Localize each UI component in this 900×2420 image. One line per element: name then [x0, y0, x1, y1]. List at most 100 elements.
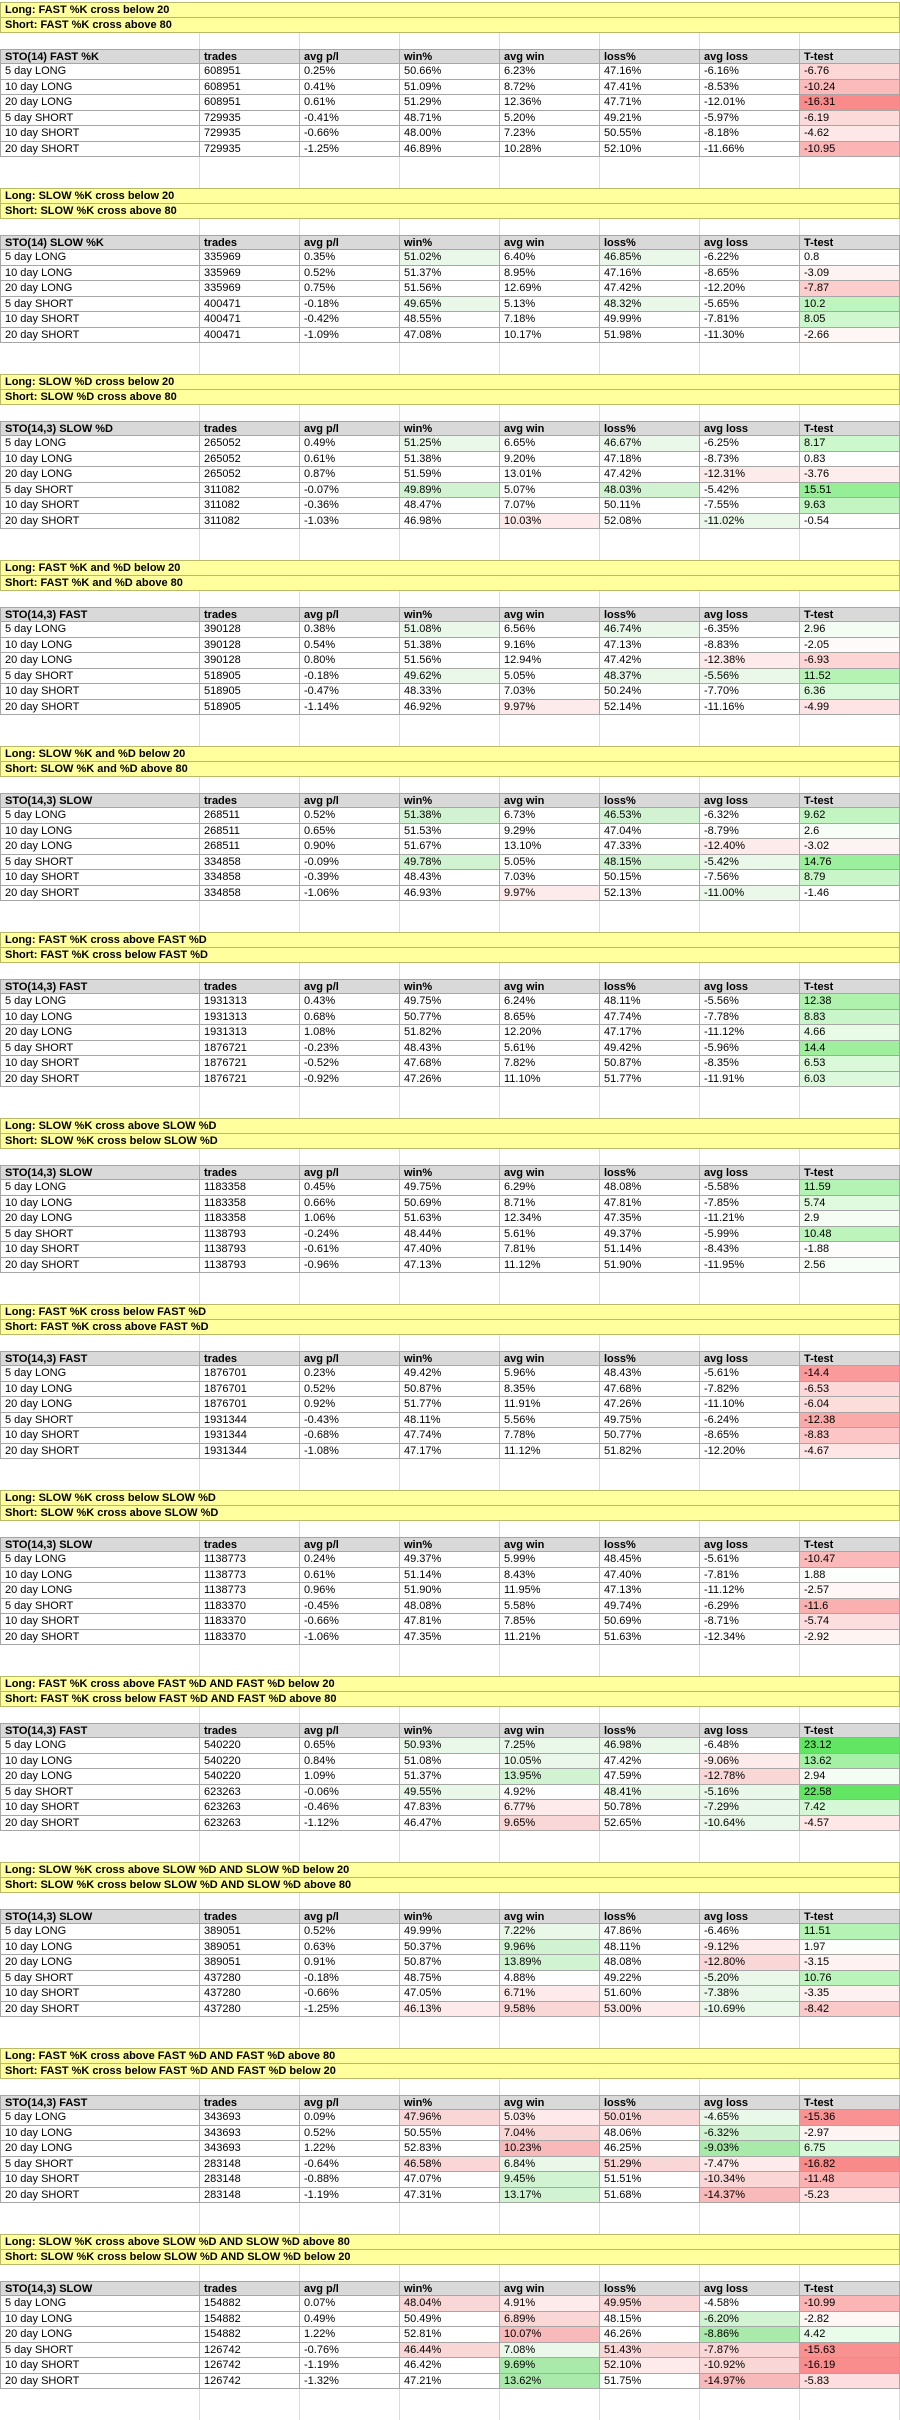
- row-label[interactable]: 10 day SHORT: [0, 126, 200, 142]
- cell-avg-win[interactable]: 8.65%: [500, 1010, 600, 1026]
- cell-t-test[interactable]: 15.51: [800, 483, 900, 499]
- cell-t-test[interactable]: -6.19: [800, 111, 900, 127]
- cell-loss-pct[interactable]: 48.15%: [600, 855, 700, 871]
- cell-avg-loss[interactable]: -8.86%: [700, 2327, 800, 2343]
- cell-loss-pct[interactable]: 50.01%: [600, 2110, 700, 2126]
- column-header-avg-win[interactable]: avg win: [500, 1165, 600, 1181]
- cell-t-test[interactable]: -12.38: [800, 1413, 900, 1429]
- column-header-avg-win[interactable]: avg win: [500, 235, 600, 251]
- cell-avg-win[interactable]: 5.07%: [500, 483, 600, 499]
- cell-t-test[interactable]: 0.83: [800, 452, 900, 468]
- cell-avg-loss[interactable]: -7.81%: [700, 1568, 800, 1584]
- cell-t-test[interactable]: 11.51: [800, 1924, 900, 1940]
- column-header-win-pct[interactable]: win%: [400, 979, 500, 995]
- cell-loss-pct[interactable]: 47.59%: [600, 1769, 700, 1785]
- cell-win-pct[interactable]: 49.89%: [400, 483, 500, 499]
- cell-avg-win[interactable]: 9.16%: [500, 638, 600, 654]
- cell-trades[interactable]: 390128: [200, 638, 300, 654]
- cell-avg-win[interactable]: 6.23%: [500, 64, 600, 80]
- column-header-avg-win[interactable]: avg win: [500, 2281, 600, 2297]
- cell-t-test[interactable]: -6.76: [800, 64, 900, 80]
- cell-trades[interactable]: 623263: [200, 1816, 300, 1832]
- cell-avg-loss[interactable]: -5.61%: [700, 1366, 800, 1382]
- cell-trades[interactable]: 1183370: [200, 1614, 300, 1630]
- cell-avg-win[interactable]: 7.07%: [500, 498, 600, 514]
- cell-trades[interactable]: 343693: [200, 2141, 300, 2157]
- row-label[interactable]: 10 day SHORT: [0, 498, 200, 514]
- strategy-banner-short[interactable]: Short: SLOW %K cross below SLOW %D AND S…: [0, 1878, 900, 1894]
- cell-trades[interactable]: 1183358: [200, 1196, 300, 1212]
- cell-avg-pl[interactable]: -1.03%: [300, 514, 400, 530]
- cell-avg-loss[interactable]: -6.32%: [700, 2126, 800, 2142]
- cell-t-test[interactable]: -3.35: [800, 1986, 900, 2002]
- column-header-t-test[interactable]: T-test: [800, 1909, 900, 1925]
- column-header-win-pct[interactable]: win%: [400, 607, 500, 623]
- cell-avg-loss[interactable]: -8.65%: [700, 1428, 800, 1444]
- cell-avg-loss[interactable]: -12.20%: [700, 1444, 800, 1460]
- row-label[interactable]: 5 day SHORT: [0, 297, 200, 313]
- cell-avg-loss[interactable]: -5.20%: [700, 1971, 800, 1987]
- cell-t-test[interactable]: -4.62: [800, 126, 900, 142]
- cell-avg-loss[interactable]: -7.70%: [700, 684, 800, 700]
- column-header-win-pct[interactable]: win%: [400, 1351, 500, 1367]
- cell-loss-pct[interactable]: 49.21%: [600, 111, 700, 127]
- cell-avg-win[interactable]: 4.91%: [500, 2296, 600, 2312]
- cell-avg-pl[interactable]: 0.63%: [300, 1940, 400, 1956]
- cell-avg-win[interactable]: 5.56%: [500, 1413, 600, 1429]
- cell-t-test[interactable]: -8.42: [800, 2002, 900, 2018]
- cell-loss-pct[interactable]: 48.37%: [600, 669, 700, 685]
- cell-trades[interactable]: 343693: [200, 2126, 300, 2142]
- strategy-banner-short[interactable]: Short: SLOW %K cross below SLOW %D: [0, 1134, 900, 1150]
- cell-t-test[interactable]: -15.63: [800, 2343, 900, 2359]
- cell-avg-win[interactable]: 4.88%: [500, 1971, 600, 1987]
- cell-trades[interactable]: 1876701: [200, 1397, 300, 1413]
- row-label[interactable]: 10 day LONG: [0, 1754, 200, 1770]
- cell-loss-pct[interactable]: 47.35%: [600, 1211, 700, 1227]
- strategy-banner-long[interactable]: Long: SLOW %K cross above SLOW %D: [0, 1118, 900, 1134]
- cell-t-test[interactable]: -2.05: [800, 638, 900, 654]
- cell-loss-pct[interactable]: 46.74%: [600, 622, 700, 638]
- cell-avg-loss[interactable]: -14.97%: [700, 2374, 800, 2390]
- cell-loss-pct[interactable]: 49.74%: [600, 1599, 700, 1615]
- cell-avg-pl[interactable]: 1.22%: [300, 2327, 400, 2343]
- cell-trades[interactable]: 389051: [200, 1940, 300, 1956]
- row-label[interactable]: 10 day LONG: [0, 2312, 200, 2328]
- cell-avg-pl[interactable]: -1.25%: [300, 142, 400, 158]
- cell-win-pct[interactable]: 51.14%: [400, 1568, 500, 1584]
- row-label[interactable]: 20 day SHORT: [0, 142, 200, 158]
- cell-t-test[interactable]: -14.4: [800, 1366, 900, 1382]
- cell-trades[interactable]: 154882: [200, 2296, 300, 2312]
- row-label[interactable]: 10 day SHORT: [0, 2358, 200, 2374]
- cell-trades[interactable]: 268511: [200, 824, 300, 840]
- cell-avg-loss[interactable]: -11.30%: [700, 328, 800, 344]
- column-header-trades[interactable]: trades: [200, 2281, 300, 2297]
- cell-loss-pct[interactable]: 51.29%: [600, 2157, 700, 2173]
- cell-trades[interactable]: 1183370: [200, 1599, 300, 1615]
- cell-avg-pl[interactable]: -0.18%: [300, 297, 400, 313]
- cell-trades[interactable]: 729935: [200, 111, 300, 127]
- cell-avg-pl[interactable]: -0.42%: [300, 312, 400, 328]
- cell-loss-pct[interactable]: 50.69%: [600, 1614, 700, 1630]
- cell-avg-win[interactable]: 6.89%: [500, 2312, 600, 2328]
- cell-loss-pct[interactable]: 52.10%: [600, 142, 700, 158]
- cell-loss-pct[interactable]: 53.00%: [600, 2002, 700, 2018]
- cell-avg-loss[interactable]: -5.99%: [700, 1227, 800, 1243]
- row-label[interactable]: 10 day LONG: [0, 2126, 200, 2142]
- cell-avg-loss[interactable]: -7.81%: [700, 312, 800, 328]
- column-header-avg-loss[interactable]: avg loss: [700, 1723, 800, 1739]
- cell-loss-pct[interactable]: 47.16%: [600, 266, 700, 282]
- row-label[interactable]: 5 day LONG: [0, 808, 200, 824]
- cell-loss-pct[interactable]: 48.11%: [600, 1940, 700, 1956]
- cell-t-test[interactable]: 10.2: [800, 297, 900, 313]
- cell-win-pct[interactable]: 47.26%: [400, 1072, 500, 1088]
- row-label[interactable]: 10 day LONG: [0, 266, 200, 282]
- cell-win-pct[interactable]: 51.82%: [400, 1025, 500, 1041]
- cell-avg-pl[interactable]: -0.92%: [300, 1072, 400, 1088]
- cell-avg-pl[interactable]: 0.75%: [300, 281, 400, 297]
- cell-avg-pl[interactable]: 0.61%: [300, 1568, 400, 1584]
- row-label[interactable]: 10 day SHORT: [0, 870, 200, 886]
- row-label[interactable]: 20 day LONG: [0, 2327, 200, 2343]
- cell-loss-pct[interactable]: 50.24%: [600, 684, 700, 700]
- cell-avg-win[interactable]: 13.95%: [500, 1769, 600, 1785]
- cell-t-test[interactable]: -11.48: [800, 2172, 900, 2188]
